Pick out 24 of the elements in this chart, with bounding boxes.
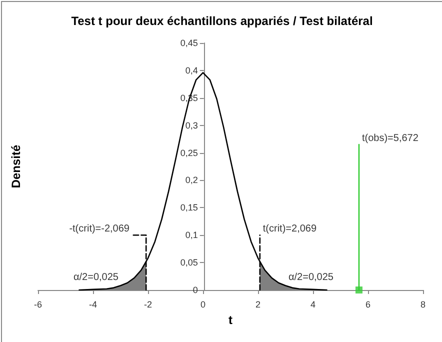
x-tick-label: 4 (310, 300, 316, 310)
annotation: t(crit)=2,069 (262, 224, 317, 235)
x-tick-label: 6 (365, 300, 371, 310)
x-tick-label: 2 (255, 300, 261, 310)
x-tick-label: 8 (420, 300, 426, 310)
x-tick-label: 0 (200, 300, 206, 310)
y-tick-label: 0,05 (180, 258, 198, 268)
annotation: α/2=0,025 (74, 272, 119, 283)
chart-title: Test t pour deux échantillons appariés / Test bilatéral (71, 14, 373, 28)
y-tick-label: 0,2 (185, 175, 198, 186)
y-tick-label: 0,4 (185, 65, 198, 76)
annotation: α/2=0,025 (288, 272, 334, 283)
y-tick-label: 0,1 (185, 230, 198, 240)
annotation: -t(crit)=-2,069 (69, 224, 130, 235)
y-tick-label: 0,25 (180, 148, 198, 158)
annotation: t(obs)=5,672 (362, 133, 419, 144)
y-tick-label: 0,15 (180, 202, 198, 213)
y-axis-title: Densité (9, 144, 23, 188)
x-tick-label: -2 (144, 300, 152, 310)
y-tick-label: 0,3 (185, 120, 198, 130)
x-tick-label: -6 (34, 300, 42, 310)
x-axis-title: t (228, 313, 232, 327)
y-tick-label: 0,45 (180, 38, 198, 48)
x-tick-label: -4 (88, 300, 98, 310)
